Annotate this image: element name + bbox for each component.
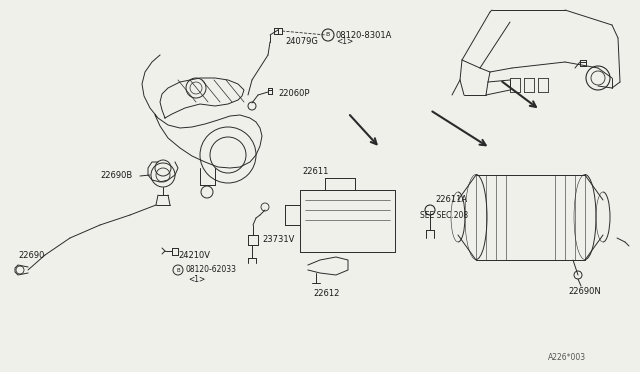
- Text: <1>: <1>: [336, 38, 353, 46]
- Text: 22690N: 22690N: [568, 288, 601, 296]
- Text: 23731V: 23731V: [262, 235, 294, 244]
- Text: 22060P: 22060P: [278, 89, 310, 97]
- Text: 08120-8301A: 08120-8301A: [336, 31, 392, 39]
- Text: 22611A: 22611A: [435, 196, 467, 205]
- Text: 08120-62033: 08120-62033: [185, 266, 236, 275]
- Text: 22612: 22612: [313, 289, 339, 298]
- Text: 24079G: 24079G: [285, 38, 318, 46]
- Text: B: B: [325, 32, 329, 38]
- Text: A226*003: A226*003: [548, 353, 586, 362]
- Text: 22611: 22611: [302, 167, 328, 176]
- Text: B: B: [176, 267, 180, 273]
- Text: 24210V: 24210V: [178, 251, 210, 260]
- Text: SEE SEC.208: SEE SEC.208: [420, 211, 468, 219]
- Text: <1>: <1>: [188, 276, 205, 285]
- Text: 22690B: 22690B: [100, 171, 132, 180]
- Text: 22690: 22690: [18, 250, 44, 260]
